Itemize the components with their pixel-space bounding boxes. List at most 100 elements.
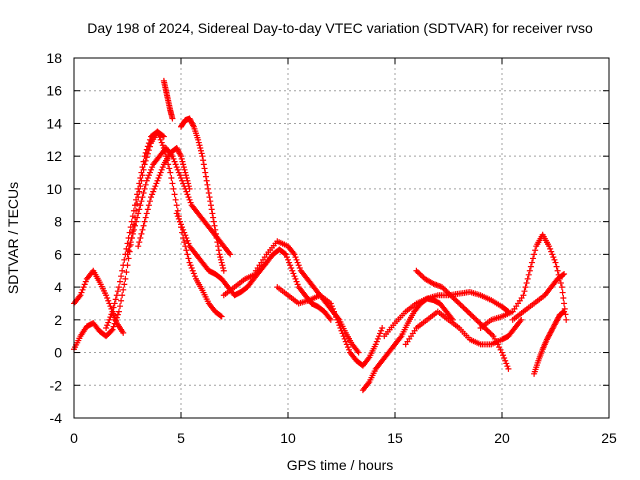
data-point <box>466 310 473 316</box>
data-point <box>502 357 509 364</box>
data-point <box>338 327 345 334</box>
data-point <box>141 185 148 192</box>
data-point <box>184 177 191 184</box>
data-point <box>143 146 150 153</box>
data-point <box>557 280 564 286</box>
y-tick-label: 4 <box>54 279 62 295</box>
data-point <box>185 183 192 190</box>
data-point <box>195 139 202 146</box>
data-point <box>155 131 162 138</box>
data-point <box>148 194 155 201</box>
data-point <box>559 271 566 278</box>
data-point <box>196 142 203 149</box>
data-point <box>219 262 226 269</box>
data-point <box>108 327 115 334</box>
data-point <box>197 147 204 154</box>
y-tick-label: 0 <box>54 345 62 361</box>
data-point <box>281 250 288 257</box>
data-point <box>202 173 209 180</box>
data-point <box>169 180 176 187</box>
tick-labels: 0 5 10 15 20 25 -4 -2 0 2 4 6 8 10 12 14 16 18 <box>46 50 617 446</box>
data-point <box>226 250 233 256</box>
data-point <box>183 247 190 254</box>
data-point <box>80 284 87 291</box>
data-point <box>82 278 89 285</box>
data-point <box>210 214 217 221</box>
data-point <box>142 214 149 221</box>
data-point <box>182 172 189 179</box>
data-point <box>104 322 111 329</box>
data-point <box>292 254 299 261</box>
data-point <box>186 259 193 266</box>
data-point <box>199 153 206 160</box>
data-point <box>489 331 496 338</box>
data-point <box>129 213 136 220</box>
data-point <box>106 300 113 307</box>
data-point <box>197 145 204 151</box>
data-point <box>185 255 192 262</box>
data-point <box>470 314 477 321</box>
data-point <box>144 143 151 150</box>
data-point <box>121 256 128 263</box>
y-tick-label: -4 <box>50 410 63 426</box>
data-point <box>120 262 127 269</box>
data-point <box>501 355 508 361</box>
data-point <box>77 292 84 299</box>
data-point <box>417 271 424 278</box>
data-point <box>561 308 568 315</box>
data-point <box>215 247 222 254</box>
data-point <box>173 210 180 217</box>
data-point <box>115 308 122 315</box>
data-point <box>110 304 117 311</box>
data-point <box>152 183 159 190</box>
data-point <box>484 327 491 334</box>
data-point <box>397 334 404 341</box>
data-point <box>117 303 124 310</box>
data-series <box>509 271 568 323</box>
data-point <box>469 312 476 319</box>
data-point <box>552 259 559 266</box>
data-point <box>154 177 161 184</box>
data-point <box>120 329 127 336</box>
data-point <box>375 333 382 340</box>
data-point <box>190 122 197 129</box>
data-point <box>185 194 192 201</box>
data-point <box>524 275 531 282</box>
data-point <box>131 202 138 209</box>
data-point <box>337 325 344 331</box>
x-tick-label: 20 <box>494 430 510 446</box>
data-point <box>184 191 191 198</box>
data-point <box>176 172 183 179</box>
data-point <box>451 296 458 303</box>
data-point <box>335 319 342 326</box>
data-point <box>142 181 149 188</box>
data-point <box>184 237 191 244</box>
data-point <box>180 164 187 171</box>
data-point <box>520 292 527 299</box>
data-point <box>294 259 301 266</box>
data-point <box>476 319 483 326</box>
chart-title: Day 198 of 2024, Sidereal Day-to-day VTE… <box>87 20 593 36</box>
data-point <box>120 286 127 293</box>
data-point <box>282 251 289 258</box>
data-point <box>200 161 207 168</box>
data-point <box>182 232 189 239</box>
data-point <box>115 284 122 291</box>
data-point <box>563 316 570 323</box>
data-point <box>159 142 166 149</box>
data-series <box>178 115 227 274</box>
data-point <box>151 185 158 192</box>
data-point <box>167 169 174 176</box>
data-point <box>374 335 381 342</box>
data-point <box>291 251 298 258</box>
data-point <box>126 229 133 236</box>
data-point <box>174 166 181 173</box>
data-point <box>186 196 193 203</box>
data-point <box>345 346 352 353</box>
data-point <box>157 169 164 176</box>
data-point <box>334 316 341 323</box>
data-point <box>295 262 302 269</box>
data-point <box>561 300 568 307</box>
x-tick-label: 10 <box>280 430 296 446</box>
